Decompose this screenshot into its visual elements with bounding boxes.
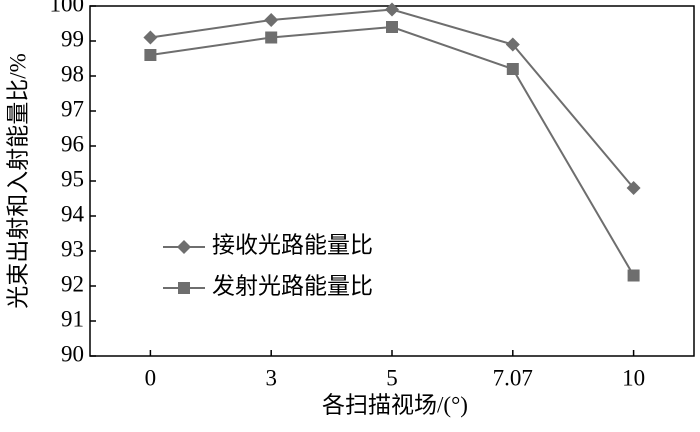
y-tick-label: 100: [50, 0, 85, 16]
x-tick-label: 3: [265, 365, 277, 390]
data-point: [264, 13, 279, 27]
y-tick-label: 95: [61, 166, 84, 191]
y-axis-label: 光束出射和入射能量比/%: [5, 53, 30, 309]
y-tick-label: 99: [61, 26, 84, 51]
legend-marker: [177, 240, 191, 254]
data-point: [385, 2, 399, 17]
x-tick-label: 5: [386, 365, 398, 390]
data-point: [506, 63, 519, 75]
data-point: [386, 21, 398, 33]
legend-label: 发射光路能量比: [212, 273, 373, 298]
series-line: [150, 8, 635, 189]
y-tick-label: 92: [61, 271, 84, 296]
plot-frame: [89, 5, 695, 357]
y-tick-label: 97: [61, 96, 84, 121]
x-tick-label: 10: [622, 365, 645, 390]
y-tick-label: 93: [61, 236, 84, 261]
y-tick-label: 90: [61, 341, 84, 366]
legend-label: 接收光路能量比: [212, 232, 373, 257]
y-tick-label: 96: [61, 131, 84, 156]
data-point: [144, 49, 157, 61]
y-tick-label: 94: [61, 201, 85, 226]
data-point: [626, 181, 641, 195]
data-point: [505, 37, 520, 52]
data-point: [143, 30, 158, 45]
x-tick-label: 7.07: [493, 365, 533, 390]
data-point: [265, 31, 278, 44]
x-tick-label: 0: [145, 365, 157, 390]
x-axis-label: 各扫描视场/(°): [322, 392, 468, 417]
y-tick-label: 91: [61, 306, 84, 331]
y-tick-label: 98: [61, 61, 84, 86]
data-point: [627, 269, 640, 282]
legend-marker: [178, 282, 190, 294]
